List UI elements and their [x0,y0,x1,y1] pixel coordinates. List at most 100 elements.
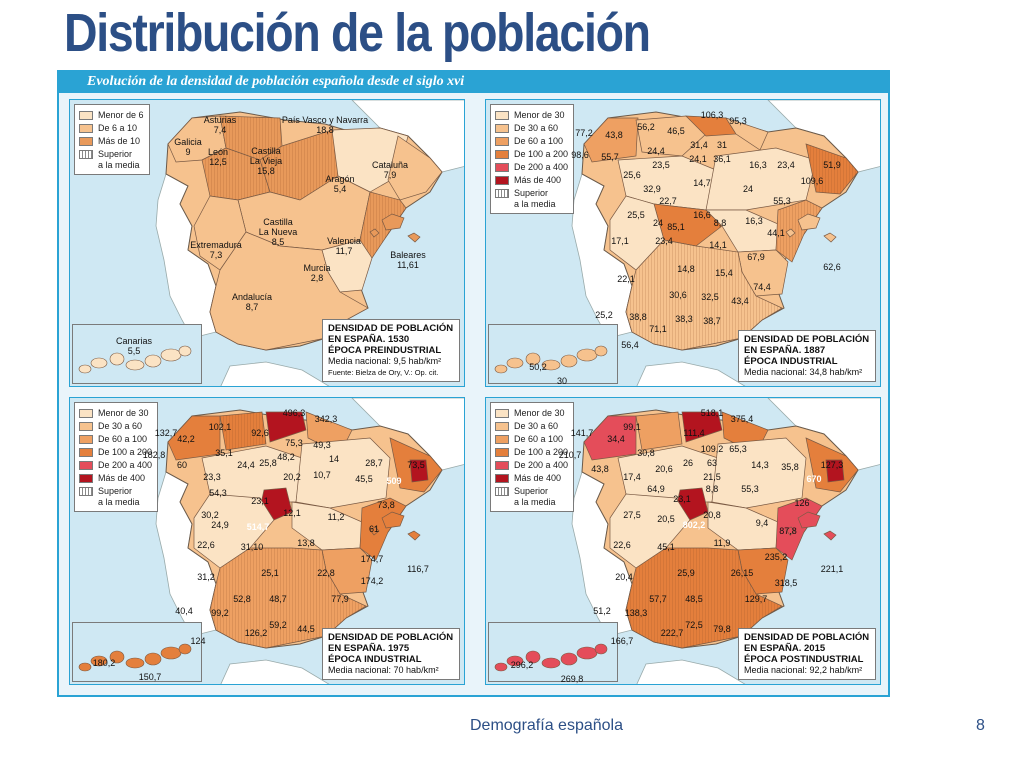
density-label: 23,5 [652,160,670,170]
legend-item: De 30 a 60 [495,421,568,432]
canarias-island-4 [125,657,145,669]
info-title1: DENSIDAD DE POBLACIÓN [744,334,870,345]
baleares-island-1 [381,213,405,231]
density-label: 26,15 [730,568,754,578]
legend-item: Menor de 30 [79,408,152,419]
map-info-box: DENSIDAD DE POBLACIÓN EN ESPAÑA. 1975 ÉPOC… [322,628,460,680]
legend-item: De 60 a 100 [79,434,152,445]
map-legend: Menor de 30 De 30 a 60 De 60 a 100 De 100 a… [490,402,575,512]
density-label: Aragón 5,4 [325,174,355,194]
canarias-island-3 [525,352,541,366]
legend-item: Superior [79,486,152,497]
density-label: 182,8 [142,450,166,460]
legend-swatch [79,422,93,431]
legend-label: De 100 a 200 [98,447,153,457]
baleares-island-2 [407,530,421,541]
legend-item: De 200 a 400 [495,460,568,471]
legend-item: De 200 a 400 [79,460,152,471]
density-label: 75,3 [285,438,303,448]
density-label: 127,3 [820,460,844,470]
canarias-inset [488,622,618,682]
density-label: 43,8 [591,464,609,474]
density-label: 95,3 [729,116,747,126]
density-label: 73,8 [377,500,395,510]
density-label: 77,9 [331,594,349,604]
legend-item: Superior [79,149,144,160]
density-label: 22,6 [197,540,215,550]
density-label: 8,8 [705,484,719,494]
figure-header: Evolución de la densidad de población es… [59,72,888,93]
footer-subject: Demografía española [470,717,623,734]
africa-landmass [220,659,330,684]
canarias-island-1 [494,662,508,672]
legend-label: De 30 a 60 [514,123,559,133]
density-label: 24 [742,184,754,194]
density-label: 150,7 [138,672,162,682]
legend-item: De 30 a 60 [495,123,568,134]
legend-item: De 100 a 200 [79,447,152,458]
legend-label: De 200 a 400 [514,460,569,470]
map-panel-1: Menor de 6 De 6 a 10 Más de 10 Superior a la… [69,99,465,387]
baleares-island-1 [381,511,405,529]
density-label: 51,9 [823,160,841,170]
density-label: 50,2 [529,362,547,372]
density-label: 43,4 [731,296,749,306]
africa-landmass [636,659,746,684]
density-label: 65,3 [729,444,747,454]
density-label: 174,2 [360,576,384,586]
legend-label: Superior [514,486,549,496]
canarias-island-6 [576,348,598,362]
region-1 [167,415,221,461]
density-label: 62,6 [823,262,841,272]
density-label: 85,1 [667,222,685,232]
region-6 [711,437,807,509]
density-label: 64,9 [647,484,665,494]
density-label: 25,8 [259,458,277,468]
region-hatch-14 [626,548,782,648]
density-label: Galicia 9 [174,137,202,157]
density-label: 30 [556,376,568,386]
africa-landmass [220,361,330,386]
canarias-island-5 [144,652,162,666]
density-label: 16,6 [693,210,711,220]
legend-swatch [79,461,93,470]
density-label: 27,5 [623,510,641,520]
density-label: 23,1 [673,494,691,504]
map-panel-4: Menor de 30 De 30 a 60 De 60 a 100 De 100 a… [485,397,881,685]
density-label: 30,2 [201,510,219,520]
density-label: 32,5 [701,292,719,302]
canarias-island-4 [541,657,561,669]
region-hatch-3 [202,148,270,200]
density-label: 56,4 [621,340,639,350]
canarias-island-5 [560,354,578,368]
density-label: 51,2 [593,606,611,616]
density-label: 126,2 [244,628,268,638]
africa-landmass [636,361,746,386]
density-label: 46,5 [667,126,685,136]
density-label: 52,8 [233,594,251,604]
density-label: 24,9 [211,520,229,530]
map-info-box: DENSIDAD DE POBLACIÓN EN ESPAÑA. 1887 ÉPOC… [738,330,876,382]
canarias-inset [488,324,618,384]
density-label: 141,7 [570,428,594,438]
density-figure: Evolución de la densidad de población es… [57,70,890,697]
density-label: 14,8 [677,264,695,274]
density-label: 35,1 [215,448,233,458]
canarias-island-2 [90,357,108,369]
density-label: 25,9 [677,568,695,578]
density-label: 79,8 [713,624,731,634]
density-label: 63 [706,458,718,468]
density-label: 17,4 [623,472,641,482]
density-label: 269,8 [560,674,584,684]
baleares-island-1 [797,511,821,529]
density-label: 59,2 [269,620,287,630]
density-label: 138,3 [624,608,648,618]
region-2 [635,411,683,451]
density-label: 22,1 [617,274,635,284]
density-label: Asturias 7,4 [203,115,237,135]
legend-label: De 30 a 60 [514,421,559,431]
map-panel-2: Menor de 30 De 30 a 60 De 60 a 100 De 100 a… [485,99,881,387]
density-label: 55,7 [601,152,619,162]
legend-label: Más de 400 [98,473,146,483]
density-label: 38,3 [675,314,693,324]
